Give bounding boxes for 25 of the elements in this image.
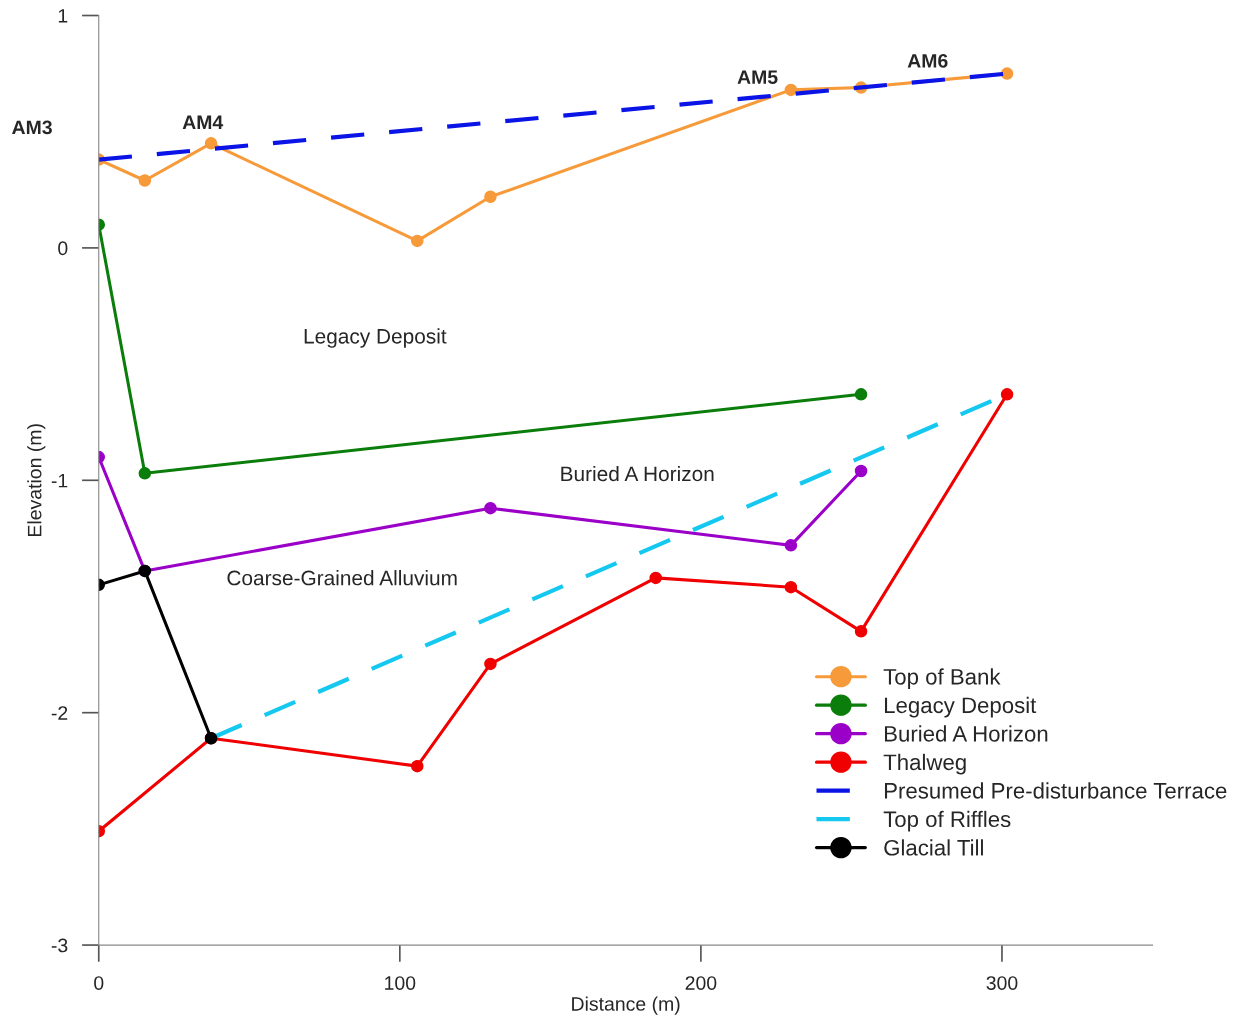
y-tick-label: -3 — [51, 938, 68, 953]
x-tick-label: 300 — [986, 976, 1018, 990]
annotation: AM6 — [907, 54, 948, 68]
annotation: AM3 — [12, 120, 52, 135]
legend-label: Legacy Deposit — [884, 696, 1037, 718]
annotation: AM5 — [737, 70, 778, 84]
legend-label: Thalweg — [883, 753, 966, 775]
legend-label: Top of Bank — [883, 668, 1001, 690]
x-axis-title: Distance (m) — [572, 996, 680, 1015]
annotation: Legacy Deposit — [304, 328, 447, 348]
x-tick-label: 0 — [94, 976, 104, 990]
legend-label: Presumed Pre-disturbance Terrace — [884, 782, 1227, 799]
y-axis-title: Elevation (m) — [27, 424, 46, 536]
x-tick-label: 200 — [685, 976, 717, 990]
legend-label: Glacial Till — [884, 839, 983, 856]
x-tick-label: 100 — [385, 976, 416, 990]
annotation: AM4 — [182, 115, 224, 129]
legend-label: Buried A Horizon — [884, 725, 1048, 742]
y-tick-label: 1 — [58, 9, 68, 23]
y-tick-label: -2 — [51, 706, 68, 720]
legend-label: Top of Riffles — [883, 810, 1011, 832]
y-tick-label: 0 — [58, 241, 68, 256]
y-tick-label: -1 — [51, 473, 68, 488]
annotation: Coarse-Grained Alluvium — [227, 570, 457, 586]
annotation: Buried A Horizon — [561, 465, 714, 482]
